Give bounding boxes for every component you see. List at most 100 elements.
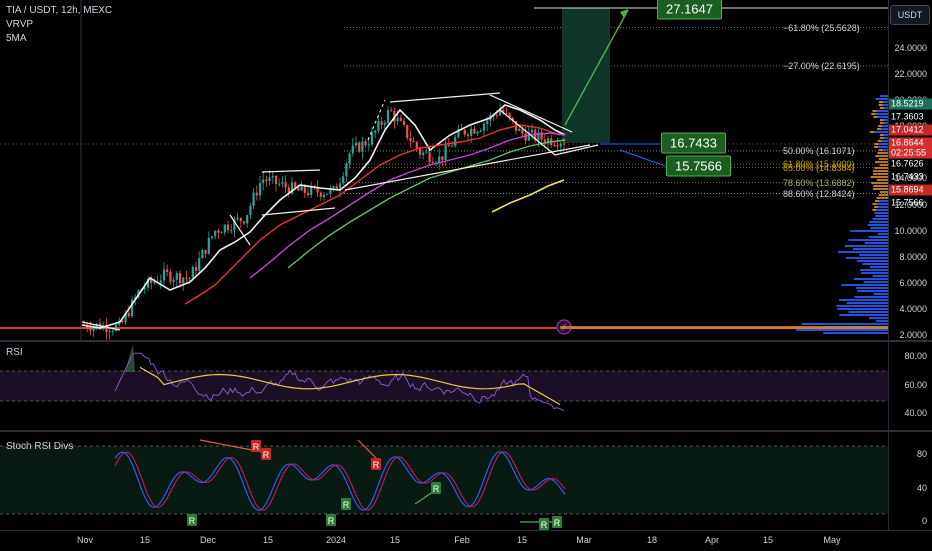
candle-body <box>441 156 444 161</box>
candle-body <box>201 249 204 259</box>
rsi-axis-60: 60.00 <box>904 380 927 390</box>
time-axis-label: 15 <box>762 535 774 545</box>
ma-line-magenta <box>249 132 566 279</box>
volume-bar <box>877 233 888 235</box>
candle-body <box>150 278 153 283</box>
candle-body <box>409 137 412 142</box>
candle-body <box>185 277 188 279</box>
candle-body <box>518 128 521 131</box>
symbol-title[interactable]: TIA / USDT, 12h, MEXC <box>6 5 113 16</box>
candle-body <box>316 187 319 193</box>
candle-body <box>556 145 559 147</box>
time-axis-label: 15 <box>139 535 151 545</box>
candle-body <box>345 163 348 177</box>
signal-letter: R <box>253 442 260 452</box>
stoch-band <box>0 446 888 514</box>
price-axis-label: 8.0000 <box>899 251 927 262</box>
volume-bar <box>876 188 888 190</box>
candle-body <box>214 230 217 237</box>
candle-body <box>476 131 479 134</box>
chart-legend: TIA / USDT, 12h, MEXC VRVP 5MA <box>6 4 112 46</box>
volume-bar <box>857 290 888 292</box>
volume-bar <box>882 104 888 106</box>
volume-bar <box>861 272 888 274</box>
indicator-5ma[interactable]: 5MA <box>6 33 27 44</box>
rsi-ma-line <box>139 366 561 406</box>
volume-bar <box>882 194 888 196</box>
candle-body <box>402 120 406 126</box>
candle-body <box>351 145 354 154</box>
rsi-axis[interactable]: 80.00 60.00 40.00 <box>888 342 932 430</box>
candle-body <box>319 192 322 197</box>
signal-letter: R <box>343 500 350 510</box>
rsi-title[interactable]: RSI <box>6 347 23 358</box>
stoch-axis[interactable]: 80 40 0 <box>888 432 932 530</box>
candle-body <box>127 313 130 317</box>
candle-body <box>297 187 300 191</box>
volume-bar-poc <box>560 326 888 329</box>
candle-body <box>396 117 399 122</box>
pane-divider-2[interactable] <box>0 430 932 432</box>
volume-bar <box>881 140 888 142</box>
volume-bar-sell <box>872 170 877 172</box>
volume-bar-sell <box>878 194 883 196</box>
volume-bar-sell <box>879 137 884 139</box>
callout-connector-lower <box>619 149 666 167</box>
candle-body <box>146 278 150 288</box>
price-axis-label: 10.0000 <box>894 225 927 236</box>
candle-body <box>255 192 258 196</box>
candle-body <box>457 129 460 138</box>
volume-bar-sell <box>873 185 878 187</box>
stoch-title[interactable]: Stoch RSI Divs <box>6 441 74 452</box>
candle-body <box>431 162 434 164</box>
candle-body <box>546 138 550 144</box>
candle-body <box>358 142 361 152</box>
price-axis-label: 6.0000 <box>899 277 927 288</box>
volume-bar-sell <box>874 143 879 145</box>
volume-bar <box>856 287 888 289</box>
candle-body <box>322 194 326 197</box>
price-chart-panel[interactable]: ⚡ TIA / USDT, 12h, MEXC VRVP 5MA −61.80%… <box>0 0 888 340</box>
stoch-axis-40: 40 <box>916 483 927 493</box>
candle-body <box>284 182 287 188</box>
pane-divider[interactable] <box>0 340 932 342</box>
volume-bar <box>877 116 888 118</box>
currency-button[interactable]: USDT <box>890 5 930 25</box>
candle-body <box>428 152 431 163</box>
volume-bar <box>881 152 888 154</box>
target-price-callout: 27.1647 <box>657 0 722 20</box>
bear-signal <box>371 458 381 470</box>
bull-signal <box>187 514 197 526</box>
volume-bar-sell <box>878 104 883 106</box>
candle-body <box>399 117 402 121</box>
candle-body <box>466 134 470 136</box>
time-axis[interactable]: Nov 15 Dec 15 2024 15 Feb 15 Mar 18 Apr 15 May <box>0 530 932 551</box>
rsi-panel[interactable]: RSI <box>0 342 888 430</box>
volume-bar-sell <box>879 164 884 166</box>
bull-signal <box>341 498 351 510</box>
rsi-canvas[interactable] <box>0 342 888 430</box>
bull-signal <box>431 482 441 494</box>
volume-bar <box>883 158 888 160</box>
candle-body <box>207 237 210 254</box>
ma-line-yellow <box>491 179 565 213</box>
dashed-trendline <box>367 99 386 141</box>
price-chart-canvas[interactable]: ⚡ <box>0 0 888 340</box>
candle-body <box>479 130 482 132</box>
volume-bar <box>796 329 888 331</box>
candle-body <box>262 179 265 184</box>
rsi-line <box>114 352 565 412</box>
indicator-vrvp[interactable]: VRVP <box>6 19 34 30</box>
volume-bar <box>870 266 888 268</box>
candle-body <box>249 205 252 216</box>
volume-bar-sell <box>879 101 884 103</box>
candle-body <box>454 137 457 146</box>
upper-price-callout: 16.7433 <box>661 132 726 154</box>
candle-body <box>271 175 274 178</box>
volume-bar-sell <box>871 113 876 115</box>
price-axis[interactable]: 24.000022.000020.000018.000016.000014.00… <box>888 0 932 340</box>
candle-body <box>415 141 418 149</box>
candle-body <box>198 258 201 271</box>
